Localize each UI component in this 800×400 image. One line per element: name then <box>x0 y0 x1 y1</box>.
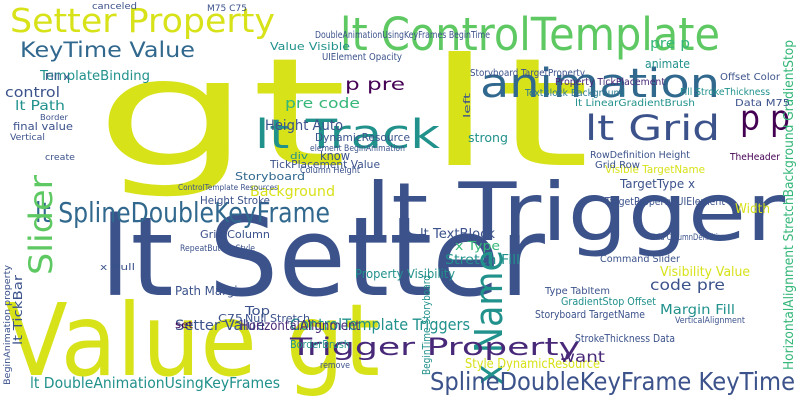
word: Column Height <box>300 166 360 176</box>
word: Grid Column <box>200 228 270 241</box>
word: lt TickBar <box>11 275 25 345</box>
word: Value Visible <box>270 40 350 53</box>
word: element BeginAnimation <box>310 144 405 154</box>
word: lt Trigger <box>365 166 785 259</box>
word: Visibility Value <box>660 265 750 280</box>
word: strong <box>468 131 508 145</box>
word: set <box>175 320 193 331</box>
word: Grid ColumnDefinitions <box>650 233 730 243</box>
word: Storyboard TargetName <box>535 308 645 321</box>
word: canceled <box>92 2 137 12</box>
word: ControlTemplate Resources <box>178 183 278 192</box>
word: div <box>290 152 309 162</box>
word: GradientStop Offset <box>561 295 657 308</box>
word: lt Path <box>15 99 65 114</box>
word: remove <box>320 361 350 371</box>
word: animate <box>645 57 690 71</box>
word: Top <box>244 304 270 318</box>
word: Vertical <box>10 133 45 143</box>
word: control <box>5 85 60 101</box>
word: Property TickPlacement <box>555 77 665 88</box>
word: Margin Fill <box>660 303 735 318</box>
word: Visible TargetName <box>605 163 705 176</box>
word: DynamicResource <box>315 131 410 144</box>
word: HorizontalAlignment StretchBackground Gr… <box>782 40 797 370</box>
word: M75 C75 <box>207 4 247 14</box>
word: Command Slider <box>600 254 681 265</box>
word: TickPlacement Value <box>269 158 380 171</box>
word: TheHeader <box>729 152 781 163</box>
word: create <box>45 153 75 163</box>
word: Fill StrokeThickness <box>680 87 770 98</box>
word: Storyboard TargetProperty <box>470 68 585 79</box>
word: p p <box>740 99 790 139</box>
word: pre p <box>650 36 690 52</box>
word: C75 <box>218 312 243 325</box>
word: Background <box>250 184 335 200</box>
word: UIElement Opacity <box>322 52 402 63</box>
word: Grid Row <box>595 160 640 171</box>
word: know <box>320 149 350 163</box>
word: code pre <box>650 276 725 294</box>
word: Style DynamicResource <box>465 357 600 372</box>
word: lt TextBlock <box>420 227 495 242</box>
word: Data M75 <box>735 98 790 109</box>
word: Null Stretch <box>245 312 310 325</box>
word: Trigger Property <box>288 333 580 361</box>
word: TemplateBinding <box>39 69 150 84</box>
word: x Name <box>467 250 511 385</box>
word: BorderBrush <box>290 338 350 351</box>
word: Border <box>40 113 69 122</box>
word: Setter Property <box>10 1 275 40</box>
word: RepeatButton Style <box>180 244 255 254</box>
word: gt lt <box>95 27 590 201</box>
word: RowDefinition Height <box>590 150 690 161</box>
word: lt LinearGradientBrush <box>575 98 695 109</box>
word: Property Visibility <box>355 267 455 281</box>
word: SplineDoubleKeyFrame KeyTime <box>430 367 795 396</box>
word: Slider <box>22 174 60 275</box>
word: BeginAnimation property <box>3 264 13 385</box>
word: Height Auto <box>265 118 343 134</box>
word: KeyTime Value <box>20 38 195 62</box>
word: want <box>560 348 605 366</box>
word: ControlTemplate Triggers <box>290 315 470 334</box>
word: Width <box>735 202 770 217</box>
word: Fill x <box>45 72 70 83</box>
word: HorizontalAlignment <box>240 319 360 334</box>
word: pre code <box>285 96 360 112</box>
word: x Type <box>455 239 500 253</box>
word: lt SplineDoubleKeyFrame <box>35 196 330 229</box>
word: BeginTime Storyboard <box>420 275 433 375</box>
word: StrokeThickness Data <box>575 332 675 345</box>
word: TextBlock Background <box>524 88 625 99</box>
word: Storyboard <box>235 170 305 183</box>
word: animation <box>480 61 720 107</box>
word: x Null <box>100 263 135 273</box>
word: Setter Value <box>175 318 265 334</box>
word: DoubleAnimationUsingKeyFrames BeginTime <box>315 30 490 41</box>
word: lt DoubleAnimationUsingKeyFrames <box>30 374 280 392</box>
word: Height Stroke <box>200 194 270 207</box>
word: VerticalAlignment <box>675 316 745 326</box>
word: final value <box>13 120 73 133</box>
word: Value gt <box>5 282 380 399</box>
word: Type TabItem <box>544 286 610 297</box>
word: Stretch Fill <box>445 253 520 268</box>
word: lt Grid <box>585 109 720 149</box>
word: lt Setter <box>100 193 546 321</box>
word: Path Margin <box>175 284 245 298</box>
word: TargetProperty UIElement <box>604 195 725 208</box>
word: lt ControlTemplate <box>340 8 720 61</box>
word: Offset Color <box>720 72 781 83</box>
word: p pre <box>345 75 405 95</box>
word: TargetType x <box>619 177 695 191</box>
word: left <box>463 92 473 118</box>
word: lt Track <box>255 112 441 158</box>
